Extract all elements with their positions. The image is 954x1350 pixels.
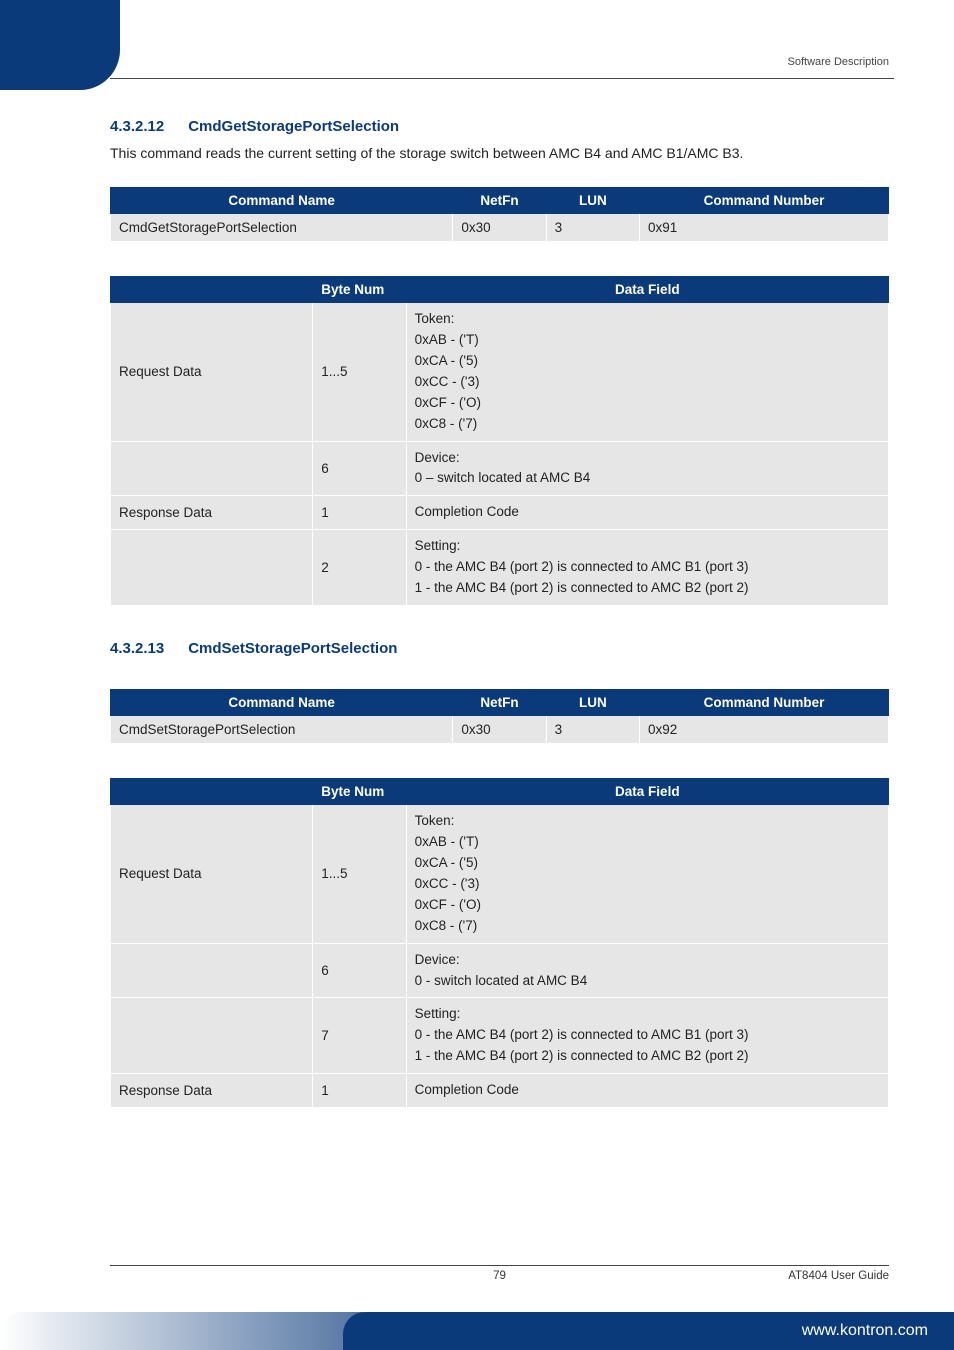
cmd-netfn: 0x30	[453, 214, 546, 242]
cmd-number: 0x92	[640, 716, 889, 744]
section-name: CmdSetStoragePortSelection	[188, 640, 397, 657]
data-line: 0xC8 - ('7)	[415, 414, 880, 435]
data-line: 0 - switch located at AMC B4	[415, 971, 880, 992]
data-line: Device:	[415, 950, 880, 971]
corner-decoration	[0, 0, 120, 90]
data-line: 0xCC - ('3)	[415, 874, 880, 895]
row-label: Response Data	[111, 1074, 313, 1108]
data-line: Completion Code	[415, 1080, 880, 1101]
row-datafield: Completion Code	[406, 1074, 888, 1108]
cmd-lun: 3	[546, 716, 639, 744]
th-bytenum: Byte Num	[313, 779, 406, 805]
data-line: 0xAB - ('T)	[415, 832, 880, 853]
th-command-number: Command Number	[640, 690, 889, 716]
row-label	[111, 943, 313, 998]
row-label	[111, 530, 313, 606]
row-datafield: Device:0 – switch located at AMC B4	[406, 441, 888, 496]
row-bytenum: 2	[313, 530, 406, 606]
command-data-table: Byte NumData FieldRequest Data1...5Token…	[110, 778, 889, 1108]
brandbar: www.kontron.com	[343, 1312, 954, 1350]
cmd-name: CmdGetStoragePortSelection	[111, 214, 453, 242]
row-label	[111, 998, 313, 1074]
footer: 79 AT8404 User Guide	[110, 1265, 889, 1282]
cmd-lun: 3	[546, 214, 639, 242]
th-lun: LUN	[546, 690, 639, 716]
row-bytenum: 7	[313, 998, 406, 1074]
data-line: 1 - the AMC B4 (port 2) is connected to …	[415, 1046, 880, 1067]
data-line: 0xCC - ('3)	[415, 372, 880, 393]
data-line: 0xC8 - ('7)	[415, 916, 880, 937]
footer-doc: AT8404 User Guide	[788, 1270, 889, 1282]
row-label: Request Data	[111, 303, 313, 442]
section-intro: This command reads the current setting o…	[110, 145, 889, 161]
brandbar-fade	[0, 1312, 363, 1350]
data-line: Setting:	[415, 536, 880, 557]
th-netfn: NetFn	[453, 188, 546, 214]
data-line: 0xAB - ('T)	[415, 330, 880, 351]
data-line: 0xCA - ('5)	[415, 853, 880, 874]
th-command-number: Command Number	[640, 188, 889, 214]
data-line: 0xCA - ('5)	[415, 351, 880, 372]
th-command-name: Command Name	[111, 690, 453, 716]
th-lun: LUN	[546, 188, 639, 214]
data-line: 0xCF - ('O)	[415, 895, 880, 916]
row-bytenum: 1	[313, 496, 406, 530]
cmd-number: 0x91	[640, 214, 889, 242]
row-bytenum: 6	[313, 441, 406, 496]
header-label: Software Description	[788, 56, 890, 68]
data-line: 1 - the AMC B4 (port 2) is connected to …	[415, 578, 880, 599]
th-netfn: NetFn	[453, 690, 546, 716]
section-number: 4.3.2.13	[110, 640, 164, 657]
command-summary-table: Command NameNetFnLUNCommand Number CmdGet…	[110, 187, 889, 242]
command-data-table: Byte NumData FieldRequest Data1...5Token…	[110, 276, 889, 606]
data-line: Setting:	[415, 1004, 880, 1025]
row-label: Request Data	[111, 805, 313, 944]
section-title: 4.3.2.13 CmdSetStoragePortSelection	[110, 640, 889, 657]
row-bytenum: 1...5	[313, 303, 406, 442]
command-summary-table: Command NameNetFnLUNCommand Number CmdSet…	[110, 689, 889, 744]
th-datafield: Data Field	[406, 277, 888, 303]
row-datafield: Token: 0xAB - ('T) 0xCA - ('5) 0xCC - ('…	[406, 303, 888, 442]
row-datafield: Setting:0 - the AMC B4 (port 2) is conne…	[406, 998, 888, 1074]
footer-page: 79	[493, 1270, 506, 1282]
cmd-name: CmdSetStoragePortSelection	[111, 716, 453, 744]
cmd-netfn: 0x30	[453, 716, 546, 744]
row-bytenum: 1...5	[313, 805, 406, 944]
row-datafield: Device:0 - switch located at AMC B4	[406, 943, 888, 998]
section-title: 4.3.2.12 CmdGetStoragePortSelection	[110, 118, 889, 135]
data-line: Completion Code	[415, 502, 880, 523]
th-blank	[111, 779, 313, 805]
th-command-name: Command Name	[111, 188, 453, 214]
row-datafield: Token: 0xAB - ('T) 0xCA - ('5) 0xCC - ('…	[406, 805, 888, 944]
brand-url: www.kontron.com	[802, 1322, 928, 1340]
header-rule	[110, 78, 894, 79]
row-bytenum: 6	[313, 943, 406, 998]
row-datafield: Completion Code	[406, 496, 888, 530]
th-datafield: Data Field	[406, 779, 888, 805]
row-datafield: Setting:0 - the AMC B4 (port 2) is conne…	[406, 530, 888, 606]
data-line: 0 - the AMC B4 (port 2) is connected to …	[415, 1025, 880, 1046]
row-label: Response Data	[111, 496, 313, 530]
th-blank	[111, 277, 313, 303]
section-name: CmdGetStoragePortSelection	[188, 118, 399, 135]
data-line: 0 – switch located at AMC B4	[415, 468, 880, 489]
data-line: 0xCF - ('O)	[415, 393, 880, 414]
data-line: Token:	[415, 811, 880, 832]
data-line: Token:	[415, 309, 880, 330]
section-number: 4.3.2.12	[110, 118, 164, 135]
data-line: Device:	[415, 448, 880, 469]
row-bytenum: 1	[313, 1074, 406, 1108]
row-label	[111, 441, 313, 496]
th-bytenum: Byte Num	[313, 277, 406, 303]
data-line: 0 - the AMC B4 (port 2) is connected to …	[415, 557, 880, 578]
